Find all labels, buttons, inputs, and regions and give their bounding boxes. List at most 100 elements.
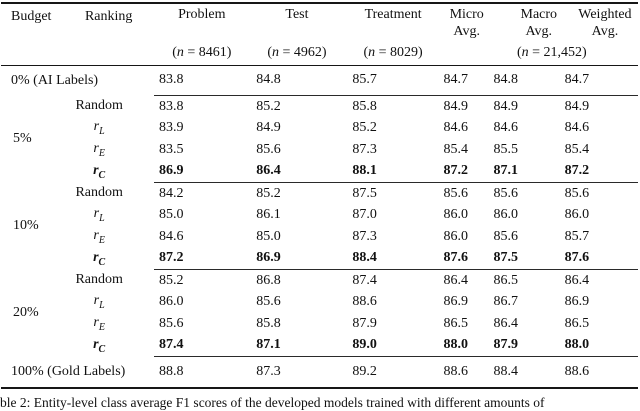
- ranking-label-math: rC: [93, 162, 106, 181]
- value-cell: 83.9: [159, 120, 184, 135]
- value-cell: 86.9: [443, 294, 468, 309]
- budget-label: 20%: [13, 304, 39, 320]
- value-cell: 84.8: [249, 65, 345, 96]
- value-cell: 88.8: [159, 363, 184, 379]
- header-treatment: Treatment: [364, 6, 422, 22]
- value-cell: 88.6: [352, 294, 377, 309]
- value-cell: 84.8: [491, 65, 560, 96]
- value-cell: 87.4: [154, 334, 250, 357]
- row-label: 0% (AI Labels): [11, 72, 99, 88]
- value-cell: 84.6: [159, 228, 184, 244]
- value-cell: 86.4: [249, 160, 345, 183]
- value-cell: 86.8: [256, 272, 281, 288]
- row-ai-labels: 0% (AI Labels) 83.8 84.8 85.7 84.7 84.8 …: [1, 65, 638, 96]
- row-random-20pct: 20% Random 85.2 86.8 87.4 86.4 86.5 86.4: [1, 269, 638, 320]
- table-header: Budget Ranking Problem Test Treatment Mi…: [1, 3, 638, 66]
- value-cell: 86.5: [564, 315, 590, 331]
- value-cell: 87.1: [491, 160, 560, 183]
- value-cell: 85.6: [493, 228, 519, 244]
- value-cell: 84.7: [559, 65, 638, 96]
- value-cell: 86.1: [256, 207, 281, 222]
- row-gold-labels: 100% (Gold Labels) 88.8 87.3 89.2 88.6 8…: [1, 356, 638, 388]
- header-problem-n: (n = 8461): [154, 40, 250, 66]
- ranking-label: Random: [75, 185, 123, 201]
- header-weighted-avg: Avg.: [591, 24, 619, 39]
- ranking-label-math: rL: [93, 119, 105, 138]
- row-random-5pct: 5% Random 83.8 85.2 85.8 84.9 84.9 84.9: [1, 95, 638, 146]
- value-cell: 88.4: [344, 247, 442, 270]
- row-rc-20pct: rC 87.4 87.1 89.0 88.0 87.9 88.0: [1, 334, 638, 357]
- value-cell: 83.5: [159, 141, 184, 157]
- ranking-label-math: rL: [93, 206, 105, 225]
- value-cell: 84.6: [564, 120, 590, 135]
- value-cell: 86.0: [493, 207, 519, 222]
- results-table: Budget Ranking Problem Test Treatment Mi…: [1, 2, 638, 389]
- value-cell: 85.4: [443, 141, 468, 157]
- value-cell: 88.4: [493, 363, 519, 379]
- value-cell: 87.9: [491, 334, 560, 357]
- value-cell: 86.4: [443, 272, 468, 288]
- ranking-label-math: rE: [93, 314, 105, 333]
- value-cell: 87.6: [441, 247, 492, 270]
- value-cell: 83.8: [159, 98, 184, 114]
- header-spacer: [154, 23, 249, 41]
- value-cell: 89.0: [344, 334, 442, 357]
- value-cell: 87.9: [352, 315, 377, 331]
- value-cell: 86.0: [564, 207, 590, 222]
- row-random-10pct: 10% Random 84.2 85.2 87.5 85.6 85.6 85.6: [1, 182, 638, 233]
- value-cell: 84.2: [159, 185, 184, 201]
- value-cell: 85.2: [352, 120, 377, 135]
- value-cell: 87.6: [559, 247, 638, 270]
- value-cell: 88.6: [564, 363, 590, 379]
- value-cell: 85.6: [564, 185, 590, 201]
- value-cell: 88.6: [443, 363, 468, 379]
- value-cell: 87.3: [352, 228, 377, 244]
- value-cell: 85.6: [159, 315, 184, 331]
- value-cell: 85.4: [564, 141, 590, 157]
- row-label: 100% (Gold Labels): [11, 363, 126, 379]
- value-cell: 86.4: [564, 272, 590, 288]
- value-cell: 87.1: [249, 334, 345, 357]
- value-cell: 87.2: [154, 247, 250, 270]
- value-cell: 85.6: [493, 185, 519, 201]
- value-cell: 87.2: [441, 160, 492, 183]
- value-cell: 86.5: [493, 272, 519, 288]
- ranking-label: Random: [75, 272, 123, 288]
- value-cell: 85.0: [256, 228, 281, 244]
- budget-label: 5%: [13, 130, 32, 146]
- value-cell: 86.4: [493, 315, 519, 331]
- header-problem: Problem: [178, 6, 226, 22]
- value-cell: 87.3: [256, 363, 281, 379]
- value-cell: 84.9: [443, 98, 468, 114]
- ranking-label-math: rE: [93, 140, 105, 159]
- value-cell: 84.9: [256, 120, 281, 135]
- value-cell: 85.5: [493, 141, 519, 157]
- value-cell: 85.6: [443, 185, 468, 201]
- row-rl-10pct: rL 85.0 86.1 87.0 86.0 86.0 86.0: [1, 204, 638, 226]
- value-cell: 86.0: [443, 228, 468, 244]
- header-macro-avg: Avg.: [525, 24, 553, 39]
- value-cell: 86.0: [159, 294, 184, 309]
- value-cell: 84.9: [564, 98, 590, 114]
- header-macro: Macro: [520, 6, 558, 22]
- value-cell: 87.3: [352, 141, 377, 157]
- value-cell: 86.9: [564, 294, 590, 309]
- value-cell: 85.8: [352, 98, 377, 114]
- value-cell: 85.6: [256, 294, 281, 309]
- header-test-n: (n = 4962): [249, 40, 345, 66]
- value-cell: 84.6: [443, 120, 468, 135]
- header-test: Test: [285, 6, 309, 22]
- value-cell: 85.8: [256, 315, 281, 331]
- value-cell: 83.8: [154, 65, 250, 96]
- header-micro-avg: Avg.: [453, 24, 480, 39]
- value-cell: 84.9: [493, 98, 519, 114]
- header-ranking: Ranking: [63, 3, 155, 66]
- value-cell: 86.7: [493, 294, 519, 309]
- value-cell: 86.9: [249, 247, 345, 270]
- row-rc-5pct: rC 86.9 86.4 88.1 87.2 87.1 87.2: [1, 160, 638, 183]
- row-re-5pct: rE 83.5 85.6 87.3 85.4 85.5 85.4: [1, 139, 638, 161]
- table-caption: ble 2: Entity-level class average F1 sco…: [0, 395, 545, 410]
- value-cell: 86.5: [443, 315, 468, 331]
- row-rl-20pct: rL 86.0 85.6 88.6 86.9 86.7 86.9: [1, 291, 638, 313]
